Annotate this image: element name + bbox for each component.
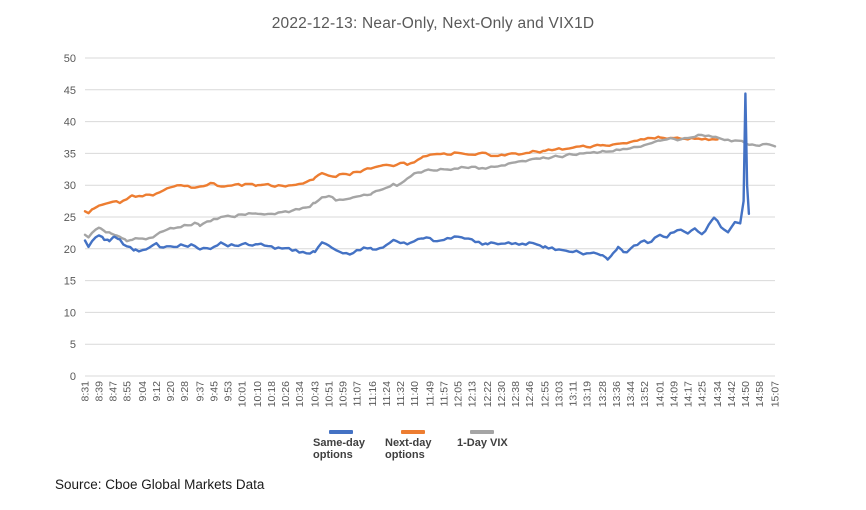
svg-text:14:50: 14:50: [740, 381, 752, 407]
series-line-next-day-options: [83, 135, 719, 215]
source-note: Source: Cboe Global Markets Data: [55, 477, 265, 492]
svg-text:11:16: 11:16: [367, 381, 379, 407]
svg-text:13:03: 13:03: [553, 381, 565, 407]
series-line-same-day-options: [83, 92, 751, 261]
svg-text:10:51: 10:51: [323, 381, 335, 407]
legend: Same-day options Next-day options 1-Day …: [313, 430, 508, 462]
svg-text:12:22: 12:22: [482, 381, 494, 407]
svg-text:40: 40: [64, 117, 76, 129]
svg-text:14:25: 14:25: [696, 381, 708, 407]
svg-text:35: 35: [64, 148, 76, 160]
legend-item-same-day-options: Same-day options: [313, 430, 369, 462]
svg-text:20: 20: [64, 244, 76, 256]
svg-text:14:58: 14:58: [754, 381, 766, 407]
svg-text:11:32: 11:32: [395, 381, 407, 407]
svg-text:10:10: 10:10: [252, 381, 264, 407]
svg-text:12:38: 12:38: [510, 381, 522, 407]
svg-text:12:13: 12:13: [466, 381, 478, 407]
svg-text:11:24: 11:24: [381, 381, 393, 407]
svg-text:10:59: 10:59: [337, 381, 349, 407]
svg-text:11:40: 11:40: [409, 381, 421, 407]
svg-text:9:20: 9:20: [165, 381, 177, 402]
gridlines: [85, 57, 775, 377]
svg-text:10:26: 10:26: [280, 381, 292, 407]
svg-text:10:43: 10:43: [310, 381, 322, 407]
svg-text:13:44: 13:44: [625, 381, 637, 407]
svg-text:9:28: 9:28: [179, 381, 191, 402]
x-axis-labels: 8:31 8:39 8:47 8:55 9:04 9:12 9:20 9:28 9:37 9:45…: [80, 381, 782, 407]
svg-text:11:57: 11:57: [438, 381, 450, 407]
legend-swatch-1-day-vix: [470, 430, 495, 434]
svg-text:14:42: 14:42: [726, 381, 738, 407]
svg-text:13:19: 13:19: [581, 381, 593, 407]
svg-text:14:01: 14:01: [655, 381, 667, 407]
svg-text:14:09: 14:09: [668, 381, 680, 407]
svg-text:13:28: 13:28: [597, 381, 609, 407]
svg-text:12:05: 12:05: [452, 381, 464, 407]
svg-text:12:30: 12:30: [496, 381, 508, 407]
series-line-1-day-vix: [83, 133, 777, 243]
svg-text:13:11: 13:11: [567, 381, 579, 407]
chart-title: 2022-12-13: Near-Only, Next-Only and VIX…: [271, 15, 595, 32]
svg-text:10:18: 10:18: [266, 381, 278, 407]
svg-text:9:37: 9:37: [195, 381, 207, 402]
svg-text:50: 50: [64, 53, 76, 65]
svg-text:13:36: 13:36: [611, 381, 623, 407]
svg-text:15:07: 15:07: [770, 381, 782, 407]
svg-text:5: 5: [70, 339, 76, 351]
y-axis-labels: 0 5 10 15 20 25 30 35 40 45 50: [64, 53, 76, 383]
svg-text:8:31: 8:31: [80, 381, 92, 402]
svg-text:45: 45: [64, 85, 76, 97]
legend-label-next-day-options: Next-day options: [385, 437, 432, 462]
legend-label-1-day-vix: 1-Day VIX: [457, 437, 508, 449]
svg-text:9:45: 9:45: [208, 381, 220, 402]
svg-text:9:04: 9:04: [137, 381, 149, 402]
svg-text:12:55: 12:55: [540, 381, 552, 407]
svg-text:11:07: 11:07: [351, 381, 363, 407]
svg-text:14:34: 14:34: [712, 381, 724, 407]
svg-text:8:47: 8:47: [107, 381, 119, 402]
svg-text:8:55: 8:55: [121, 381, 133, 402]
legend-item-1-day-vix: 1-Day VIX: [457, 430, 508, 449]
svg-text:12:46: 12:46: [524, 381, 536, 407]
svg-text:10: 10: [64, 307, 76, 319]
svg-text:9:53: 9:53: [222, 381, 234, 402]
legend-label-same-day-options: Same-day options: [313, 437, 365, 462]
svg-text:10:01: 10:01: [236, 381, 248, 407]
svg-text:9:12: 9:12: [151, 381, 163, 402]
svg-text:25: 25: [64, 212, 76, 224]
svg-text:30: 30: [64, 180, 76, 192]
svg-text:11:49: 11:49: [425, 381, 437, 407]
svg-text:15: 15: [64, 276, 76, 288]
svg-text:14:17: 14:17: [682, 381, 694, 407]
svg-text:10:34: 10:34: [294, 381, 306, 407]
legend-item-next-day-options: Next-day options: [385, 430, 441, 462]
svg-text:13:52: 13:52: [639, 381, 651, 407]
legend-swatch-same-day-options: [329, 430, 353, 434]
legend-swatch-next-day-options: [401, 430, 425, 434]
svg-text:8:39: 8:39: [93, 381, 105, 402]
svg-text:0: 0: [70, 371, 76, 383]
